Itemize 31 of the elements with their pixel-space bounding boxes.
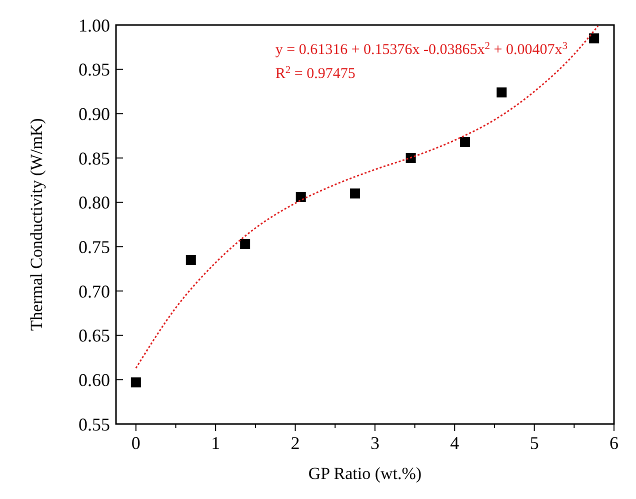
point [240,239,250,250]
point [296,192,306,202]
y-tick-label: 0.75 [78,236,110,257]
y-tick-label: 0.85 [78,148,110,168]
x-tick-label: 2 [290,433,300,453]
x-tick-label: 3 [370,433,380,453]
point [460,137,470,148]
x-tick-label: 5 [530,433,539,453]
point [186,254,196,265]
y-tick-label: 0.95 [78,60,110,80]
y-tick-label: 0.70 [78,281,110,302]
annotation: R$^{2}$ = 0.97475 [275,64,356,82]
y-tick-label: 0.65 [78,326,110,346]
x-axis-title: GP Ratio (wt.%) [308,464,422,483]
point [406,153,416,163]
x-tick-label: 1 [211,433,220,453]
y-tick-label: 0.55 [78,414,110,434]
y-axis-title: Thermal Conductivity (W/mK) [27,118,46,331]
y-tick-label: 0.60 [78,370,110,390]
point [589,33,600,44]
x-tick-label: 6 [610,433,618,453]
annotation: y = 0.61316 + 0.15376x -0.03865x$^{2}$ + 0.00407x$^{3}$ [275,40,568,58]
x-tick-label: 0 [131,433,140,453]
point [350,188,360,198]
y-tick-label: 1.00 [78,15,110,36]
point [130,377,141,388]
x-tick-label: 4 [450,433,460,453]
y-tick-label: 0.80 [78,192,110,213]
point [496,87,507,98]
y-tick-label: 0.90 [78,104,110,124]
line-series [135,25,599,369]
